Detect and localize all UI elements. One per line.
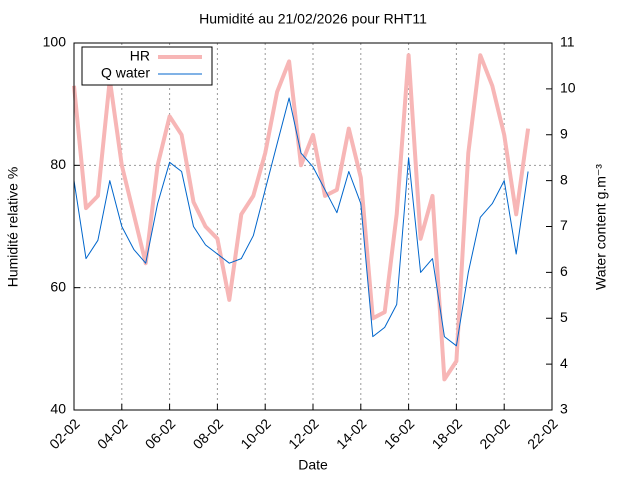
y-tick-label: 60 <box>50 278 66 294</box>
y-tick-label: 80 <box>50 156 66 172</box>
y-tick-label: 100 <box>43 34 67 50</box>
legend-box <box>81 46 213 86</box>
y-tick-label: 40 <box>50 401 66 417</box>
y-axis-label: Humidité relative % <box>5 167 21 288</box>
y2-tick-label: 6 <box>560 263 568 279</box>
x-axis-label: Date <box>298 457 328 473</box>
y2-tick-label: 5 <box>560 309 568 325</box>
plot-border <box>73 42 553 411</box>
y2-axis-label: Water content g.m⁻³ <box>593 164 609 290</box>
y2-tick-label: 10 <box>560 80 576 96</box>
series-line <box>73 97 529 347</box>
y2-tick-label: 4 <box>560 355 568 371</box>
y2-tick-label: 3 <box>560 401 568 417</box>
legend-label: Q water <box>101 65 150 81</box>
y2-tick-label: 9 <box>560 125 568 141</box>
y2-tick-label: 8 <box>560 171 568 187</box>
legend-label: HR <box>130 48 150 64</box>
chart-title: Humidité au 21/02/2026 pour RHT11 <box>199 11 427 27</box>
y2-tick-label: 11 <box>560 34 575 50</box>
y2-tick-label: 7 <box>560 217 568 233</box>
series-line <box>72 53 531 382</box>
